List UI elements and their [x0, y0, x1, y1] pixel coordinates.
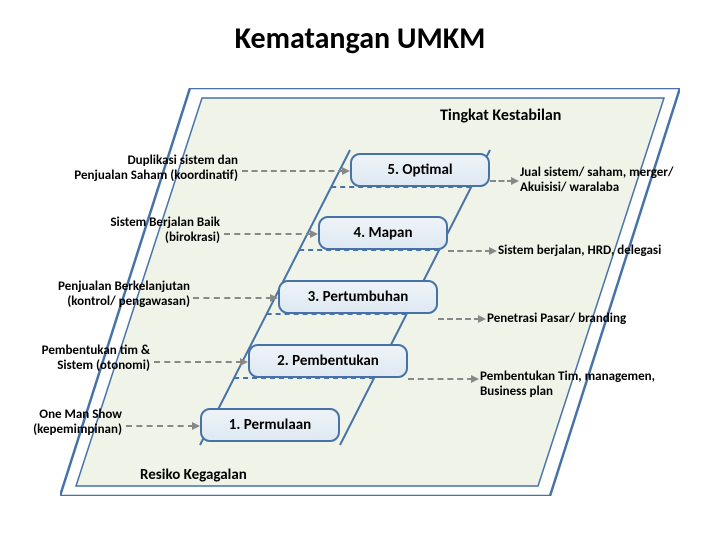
connector-left-1	[126, 425, 194, 427]
stage-2-pembentukan: 2. Pembentukan	[248, 344, 408, 378]
connector-left-3	[193, 297, 272, 299]
right-label-4: Sistem berjalan, HRD, delegasi	[498, 244, 698, 259]
right-label-3: Penetrasi Pasar/ branding	[487, 312, 667, 327]
right-label-5: Jual sistem/ saham, merger/Akuisisi/ war…	[520, 166, 700, 196]
left-label-2: Pembentukan tim &Sistem (otonomi)	[20, 344, 150, 374]
connector-left-4	[224, 233, 312, 235]
stage-4-mapan: 4. Mapan	[318, 216, 448, 250]
stability-label: Tingkat Kestabilan	[440, 106, 561, 125]
connector-left-2	[154, 361, 242, 363]
risk-label: Resiko Kegagalan	[140, 466, 247, 484]
connector-right-3	[438, 318, 480, 320]
stage-3-pertumbuhan: 3. Pertumbuhan	[278, 280, 438, 314]
connector-left-5	[242, 170, 344, 172]
connector-right-2	[408, 378, 473, 380]
connector-right-5	[490, 180, 513, 182]
left-label-5: Duplikasi sistem danPenjualan Saham (koo…	[48, 154, 238, 184]
connector-right-4	[448, 250, 491, 252]
left-label-4: Sistem Berjalan Baik(birokrasi)	[80, 216, 220, 246]
stage-1-permulaan: 1. Permulaan	[200, 408, 340, 442]
left-label-1: One Man Show(kepemimpinan)	[10, 408, 122, 438]
page-title: Kematangan UMKM	[0, 20, 720, 57]
stage-5-optimal: 5. Optimal	[350, 153, 490, 187]
left-label-3: Penjualan Berkelanjutan(kontrol/ pengawa…	[30, 280, 190, 310]
right-label-2: Pembentukan Tim, managemen,Business plan	[480, 370, 680, 400]
